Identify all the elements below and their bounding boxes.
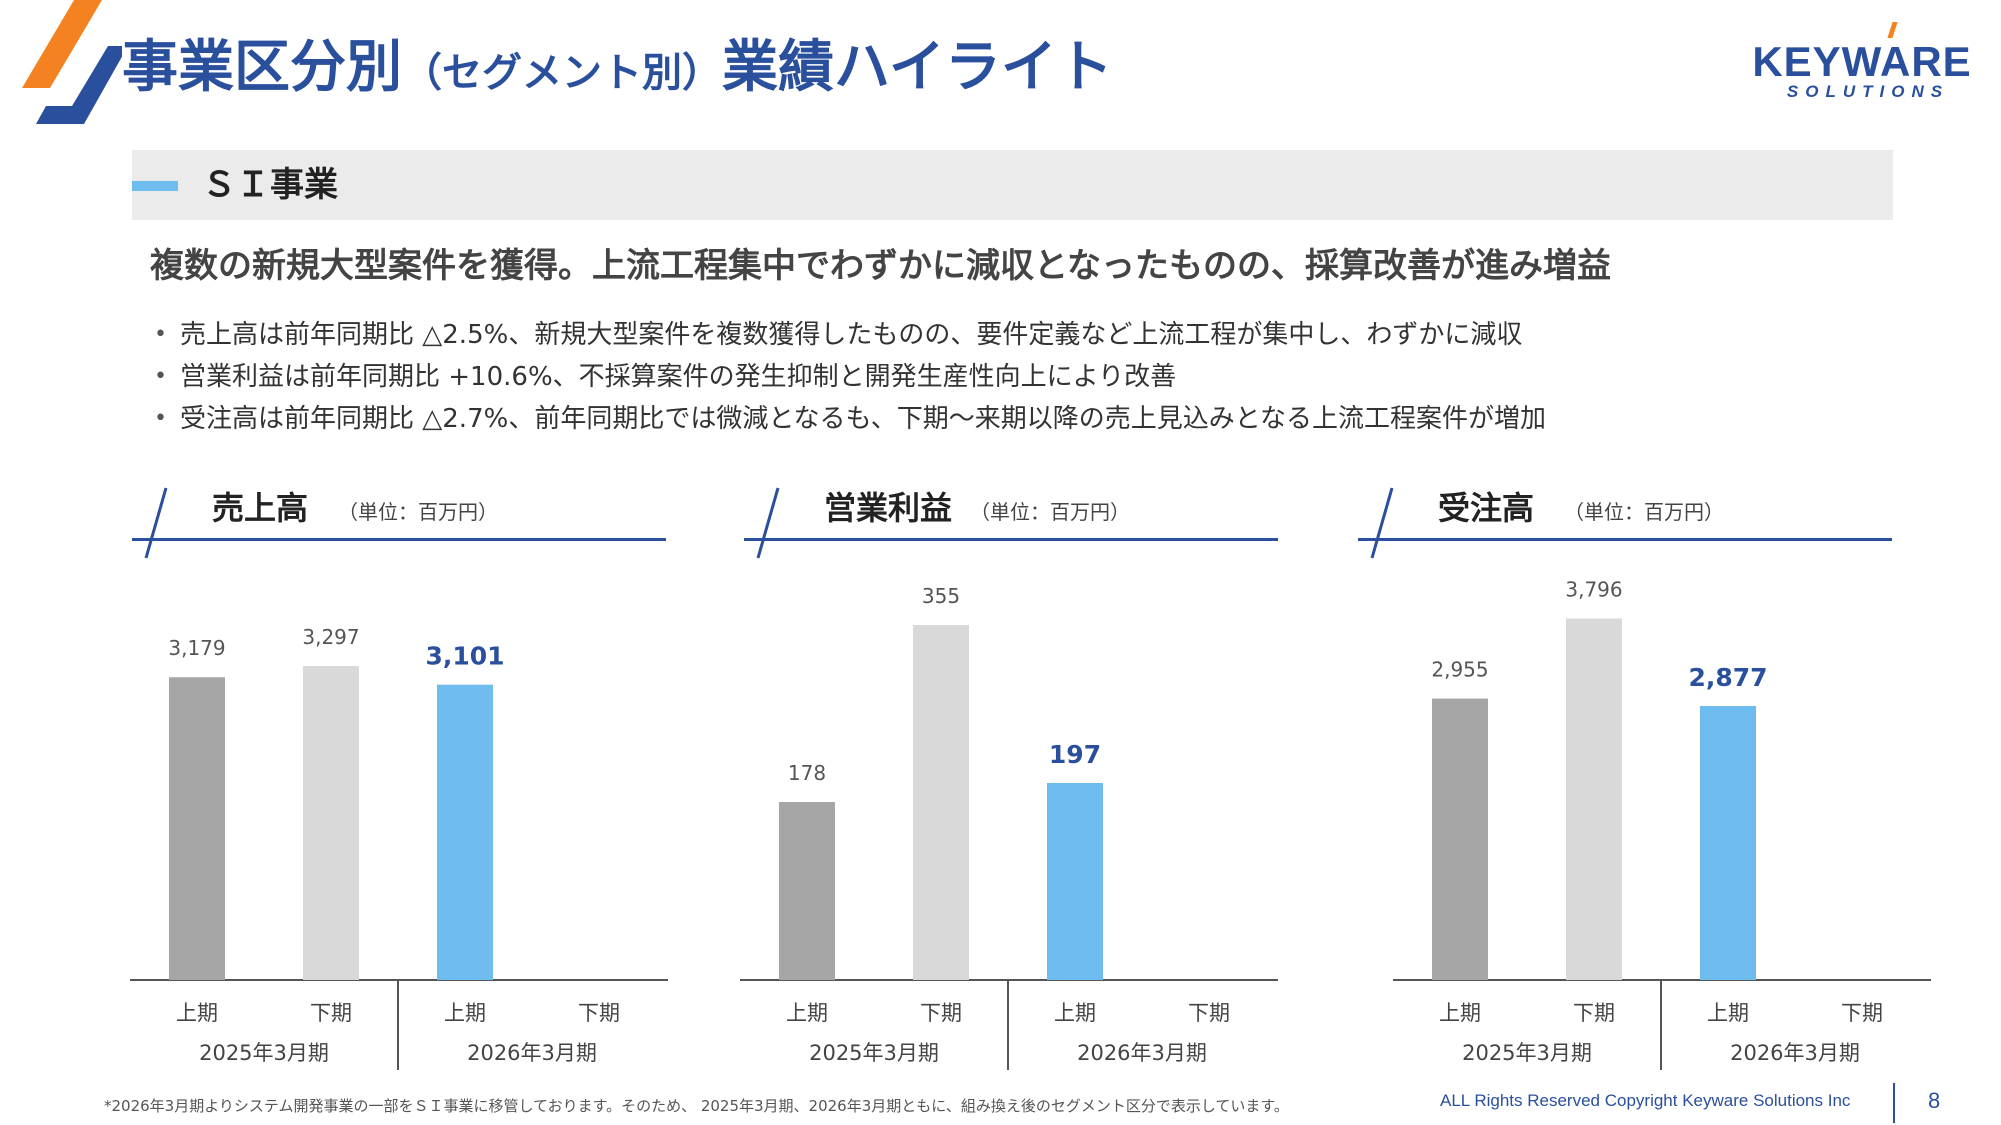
bullet-dot-icon: •	[154, 322, 167, 347]
chart-header-rule	[132, 538, 666, 541]
bullet-text: 受注高は前年同期比 △2.7%、前年同期比では微減となるも、下期〜来期以降の売上…	[180, 404, 1546, 434]
x-tick-label: 上期	[444, 1001, 486, 1025]
company-logo: KEYWARE SOLUTIONS	[1752, 22, 1972, 102]
chart-title: 営業利益	[824, 489, 953, 527]
bar	[779, 802, 835, 980]
bullet-text: 営業利益は前年同期比 +10.6%、不採算案件の発生抑制と開発生産性向上により改…	[180, 362, 1177, 392]
chart-header-orders: 受注高 （単位：百万円）	[1358, 480, 1892, 559]
bullet-item: • 受注高は前年同期比 △2.7%、前年同期比では微減となるも、下期〜来期以降の売…	[152, 398, 1872, 440]
data-label: 355	[922, 584, 960, 608]
logo-name: KEYWARE	[1752, 38, 1972, 85]
footer-divider	[1893, 1083, 1895, 1123]
bar	[169, 677, 225, 980]
chart-unit: （単位：百万円）	[970, 500, 1130, 524]
chart-title: 売上高	[212, 489, 309, 527]
group-label: 2025年3月期	[809, 1041, 939, 1065]
data-label: 178	[788, 761, 826, 785]
chart-unit: （単位：百万円）	[1564, 500, 1724, 524]
group-label: 2026年3月期	[1077, 1041, 1207, 1065]
chart-header-rule	[744, 538, 1278, 541]
data-label: 3,297	[302, 625, 359, 649]
chart-title: 受注高	[1438, 489, 1535, 527]
bullet-text: 売上高は前年同期比 △2.5%、新規大型案件を複数獲得したものの、要件定義など上…	[180, 320, 1523, 350]
page-title-main: 事業区分別	[122, 35, 402, 100]
section-title: ＳＩ事業	[202, 165, 338, 205]
x-tick-label: 上期	[1054, 1001, 1096, 1025]
bar	[913, 625, 969, 980]
page-title-tail: 業績ハイライト	[722, 35, 1113, 100]
bar	[1047, 783, 1103, 980]
chart-header-sales: 売上高 （単位：百万円）	[132, 480, 666, 559]
bar	[303, 666, 359, 980]
bullet-dot-icon: •	[154, 406, 167, 431]
data-label: 3,796	[1565, 577, 1622, 601]
chart-header-operating-profit: 営業利益 （単位：百万円）	[744, 480, 1278, 559]
data-label: 2,877	[1688, 663, 1767, 692]
brand-mark-icon	[22, 0, 122, 124]
group-label: 2026年3月期	[1730, 1041, 1860, 1065]
x-tick-label: 下期	[578, 1001, 620, 1025]
bar	[1432, 698, 1488, 980]
chart-sales: 3,179 上期 3,297 下期 3,101 上期 下期 2025年3月期 2026年3月期	[130, 625, 668, 1070]
bullet-item: • 売上高は前年同期比 △2.5%、新規大型案件を複数獲得したものの、要件定義など…	[152, 314, 1872, 356]
x-tick-label: 下期	[310, 1001, 352, 1025]
chart-operating-profit: 178 上期 355 下期 197 上期 下期 2025年3月期 2026年3月期	[740, 584, 1278, 1070]
copyright: ALL Rights Reserved Copyright Keyware So…	[1440, 1091, 1851, 1110]
page-number: 8	[1928, 1088, 1941, 1113]
bar	[1566, 618, 1622, 980]
bar	[437, 684, 493, 980]
chart-orders: 2,955 上期 3,796 下期 2,877 上期 下期 2025年3月期 2026年3月期	[1393, 577, 1931, 1070]
section-header: ＳＩ事業	[132, 150, 1893, 220]
page-title: 事業区分別（セグメント別）業績ハイライト	[122, 28, 1113, 108]
page-title-sub: （セグメント別）	[402, 50, 722, 96]
bullet-list: • 売上高は前年同期比 △2.5%、新規大型案件を複数獲得したものの、要件定義など…	[152, 314, 1872, 440]
bullet-dot-icon: •	[154, 364, 167, 389]
bar	[1700, 706, 1756, 980]
x-tick-label: 上期	[176, 1001, 218, 1025]
headline: 複数の新規大型案件を獲得。上流工程集中でわずかに減収となったものの、採算改善が進…	[150, 246, 1611, 286]
group-label: 2025年3月期	[1462, 1041, 1592, 1065]
data-label: 3,101	[425, 642, 504, 671]
x-tick-label: 上期	[786, 1001, 828, 1025]
data-label: 2,955	[1431, 658, 1488, 682]
chart-slash-icon	[1370, 487, 1394, 559]
footnote: *2026年3月期よりシステム開発事業の一部をＳＩ事業に移管しております。そのた…	[104, 1097, 1289, 1115]
logo-sub: SOLUTIONS	[1786, 82, 1950, 101]
data-label: 3,179	[168, 636, 225, 660]
chart-slash-icon	[756, 487, 780, 559]
x-tick-label: 上期	[1439, 1001, 1481, 1025]
section-accent-bar	[132, 181, 178, 191]
x-tick-label: 上期	[1707, 1001, 1749, 1025]
group-label: 2026年3月期	[467, 1041, 597, 1065]
x-tick-label: 下期	[1573, 1001, 1615, 1025]
x-tick-label: 下期	[920, 1001, 962, 1025]
x-tick-label: 下期	[1841, 1001, 1883, 1025]
chart-header-rule	[1358, 538, 1892, 541]
group-label: 2025年3月期	[199, 1041, 329, 1065]
chart-unit: （単位：百万円）	[338, 500, 498, 524]
x-tick-label: 下期	[1188, 1001, 1230, 1025]
chart-slash-icon	[144, 487, 168, 559]
logo-accent-mark	[1887, 22, 1898, 38]
bullet-item: • 営業利益は前年同期比 +10.6%、不採算案件の発生抑制と開発生産性向上により…	[152, 356, 1872, 398]
data-label: 197	[1049, 740, 1101, 769]
